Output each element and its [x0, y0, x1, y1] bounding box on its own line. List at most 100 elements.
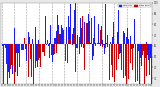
- Bar: [28, 32, 29, 44]
- Bar: [52, 44, 53, 62]
- Bar: [45, 16, 46, 44]
- Bar: [32, 39, 33, 44]
- Bar: [65, 44, 66, 61]
- Bar: [151, 44, 152, 46]
- Bar: [68, 16, 69, 44]
- Bar: [38, 44, 39, 60]
- Bar: [21, 44, 22, 50]
- Bar: [88, 14, 89, 44]
- Bar: [119, 44, 120, 45]
- Bar: [55, 44, 56, 63]
- Bar: [107, 44, 108, 47]
- Bar: [59, 44, 60, 47]
- Bar: [142, 44, 143, 50]
- Bar: [9, 44, 10, 78]
- Bar: [19, 44, 20, 67]
- Bar: [94, 16, 95, 44]
- Bar: [53, 24, 54, 44]
- Bar: [107, 35, 108, 44]
- Bar: [131, 44, 132, 49]
- Bar: [146, 44, 147, 76]
- Bar: [149, 44, 150, 75]
- Bar: [141, 44, 142, 70]
- Bar: [56, 31, 57, 44]
- Bar: [40, 44, 41, 53]
- Bar: [113, 22, 114, 44]
- Bar: [17, 44, 18, 76]
- Bar: [89, 21, 90, 44]
- Bar: [104, 44, 105, 54]
- Bar: [87, 44, 88, 48]
- Bar: [120, 36, 121, 44]
- Bar: [61, 37, 62, 44]
- Bar: [46, 44, 47, 45]
- Bar: [103, 44, 104, 45]
- Bar: [115, 37, 116, 44]
- Bar: [60, 40, 61, 44]
- Bar: [110, 42, 111, 44]
- Bar: [51, 44, 52, 55]
- Bar: [98, 24, 99, 44]
- Bar: [93, 44, 94, 56]
- Bar: [81, 28, 82, 44]
- Bar: [67, 44, 68, 48]
- Bar: [81, 44, 82, 47]
- Bar: [21, 44, 22, 50]
- Bar: [149, 44, 150, 68]
- Bar: [132, 44, 133, 70]
- Bar: [139, 44, 140, 55]
- Bar: [44, 44, 45, 56]
- Bar: [142, 44, 143, 56]
- Bar: [3, 44, 4, 60]
- Bar: [135, 44, 136, 82]
- Bar: [28, 44, 29, 77]
- Bar: [87, 23, 88, 44]
- Bar: [102, 44, 103, 47]
- Bar: [32, 44, 33, 53]
- Bar: [84, 44, 85, 70]
- Bar: [14, 44, 15, 87]
- Bar: [114, 44, 115, 55]
- Bar: [82, 16, 83, 44]
- Bar: [54, 44, 55, 54]
- Bar: [6, 44, 7, 64]
- Bar: [137, 44, 138, 81]
- Bar: [144, 44, 145, 76]
- Bar: [62, 28, 63, 44]
- Bar: [137, 44, 138, 52]
- Bar: [69, 27, 70, 44]
- Bar: [7, 44, 8, 80]
- Bar: [151, 44, 152, 87]
- Bar: [42, 44, 43, 50]
- Bar: [144, 44, 145, 85]
- Bar: [15, 44, 16, 73]
- Bar: [16, 44, 17, 78]
- Bar: [88, 42, 89, 44]
- Bar: [86, 23, 87, 44]
- Bar: [11, 44, 12, 78]
- Bar: [47, 39, 48, 44]
- Bar: [72, 33, 73, 44]
- Bar: [121, 44, 122, 51]
- Bar: [105, 44, 106, 48]
- Bar: [85, 44, 86, 52]
- Bar: [97, 44, 98, 57]
- Bar: [123, 31, 124, 44]
- Bar: [10, 44, 11, 70]
- Bar: [63, 32, 64, 44]
- Bar: [8, 44, 9, 72]
- Bar: [100, 30, 101, 44]
- Bar: [128, 44, 129, 79]
- Bar: [31, 44, 32, 77]
- Bar: [133, 44, 134, 48]
- Bar: [97, 43, 98, 44]
- Bar: [41, 43, 42, 44]
- Bar: [3, 44, 4, 87]
- Bar: [48, 44, 49, 46]
- Bar: [64, 31, 65, 44]
- Bar: [112, 37, 113, 44]
- Bar: [118, 10, 119, 44]
- Bar: [24, 40, 25, 44]
- Bar: [148, 44, 149, 87]
- Bar: [16, 44, 17, 53]
